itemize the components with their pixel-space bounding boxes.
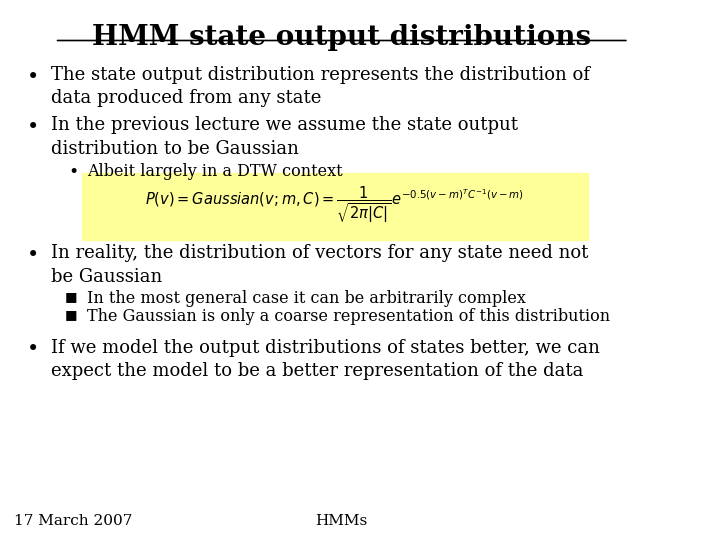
Text: If we model the output distributions of states better, we can
expect the model t: If we model the output distributions of … (51, 339, 600, 380)
Text: •: • (27, 68, 40, 86)
Text: In reality, the distribution of vectors for any state need not
be Gaussian: In reality, the distribution of vectors … (51, 244, 589, 286)
FancyBboxPatch shape (82, 173, 588, 240)
Text: The Gaussian is only a coarse representation of this distribution: The Gaussian is only a coarse representa… (88, 308, 611, 325)
Text: ■: ■ (65, 290, 78, 303)
Text: •: • (27, 340, 40, 359)
Text: •: • (68, 164, 78, 180)
Text: ■: ■ (65, 308, 78, 321)
Text: In the previous lecture we assume the state output
distribution to be Gaussian: In the previous lecture we assume the st… (51, 116, 518, 158)
Text: •: • (27, 246, 40, 265)
Text: 17 March 2007: 17 March 2007 (14, 514, 132, 528)
Text: HMM state output distributions: HMM state output distributions (92, 24, 591, 51)
Text: •: • (27, 118, 40, 137)
Text: In the most general case it can be arbitrarily complex: In the most general case it can be arbit… (88, 290, 526, 307)
Text: The state output distribution represents the distribution of
data produced from : The state output distribution represents… (51, 66, 590, 107)
Text: Albeit largely in a DTW context: Albeit largely in a DTW context (88, 163, 343, 179)
Text: $P(v) = Gaussian(v; m, C) = \dfrac{1}{\sqrt{2\pi|C|}} e^{-0.5(v-m)^T C^{-1}(v-m): $P(v) = Gaussian(v; m, C) = \dfrac{1}{\s… (145, 185, 524, 226)
Text: HMMs: HMMs (315, 514, 368, 528)
